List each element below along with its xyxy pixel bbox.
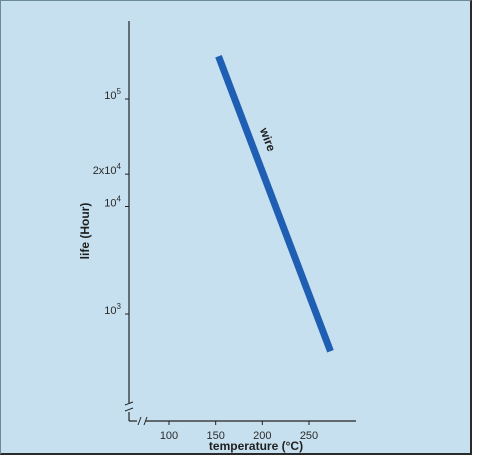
x-axis-break-mark bbox=[137, 416, 142, 426]
x-tick-label: 100 bbox=[160, 430, 178, 442]
y-axis-break-mark bbox=[124, 407, 134, 412]
axes bbox=[124, 21, 356, 426]
series: wire bbox=[215, 54, 334, 353]
y-tick-label: 2x104 bbox=[93, 162, 122, 177]
x-axis-break-mark bbox=[143, 416, 148, 426]
chart: 100 150 200 250 103 104 2x104 105 wire temperat… bbox=[78, 21, 356, 453]
x-tick-label: 150 bbox=[206, 430, 224, 442]
x-tick-label: 250 bbox=[300, 430, 318, 442]
y-tick-label: 103 bbox=[104, 302, 121, 317]
chart-frame: 100 150 200 250 103 104 2x104 105 wire temperat… bbox=[0, 0, 472, 455]
series-label-wire: wire bbox=[257, 125, 279, 154]
y-axis-break-mark bbox=[124, 401, 134, 406]
ticks: 100 150 200 250 103 104 2x104 105 bbox=[93, 87, 318, 442]
series-line-wire bbox=[215, 54, 334, 353]
y-axis-title: life (Hour) bbox=[78, 203, 92, 260]
y-tick-label: 105 bbox=[104, 87, 121, 102]
x-tick-label: 200 bbox=[253, 430, 271, 442]
x-axis-title: temperature (°C) bbox=[209, 439, 303, 453]
y-tick-label: 104 bbox=[104, 195, 121, 210]
